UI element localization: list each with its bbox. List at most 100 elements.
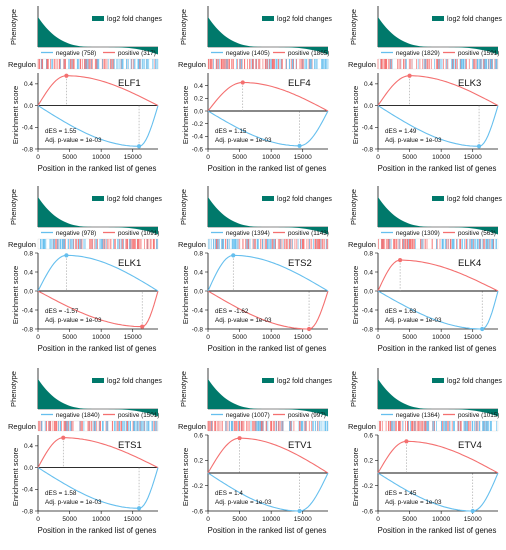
x-axis-label: Position in the ranked list of genes <box>208 164 327 173</box>
x-axis-label: Position in the ranked list of genes <box>208 344 327 353</box>
legend-label: log2 fold changes <box>447 196 502 203</box>
y-tick-label: -0.2 <box>192 121 204 128</box>
phenotype-label: Phenotype <box>349 189 358 225</box>
x-tick-label: 5000 <box>62 334 77 341</box>
pos-legend-text: positive (317) <box>118 50 156 57</box>
negative-curve-peak <box>136 144 142 149</box>
y-tick-label: 0.4 <box>24 81 33 88</box>
regulon-strip <box>37 238 159 250</box>
phenotype-area <box>378 379 498 417</box>
y-tick-label: 0.2 <box>194 458 203 465</box>
regulon-label: Regulon <box>348 240 376 249</box>
regulon-title: ELF4 <box>288 78 311 89</box>
x-tick-label: 15000 <box>124 516 142 523</box>
phenotype-label: Phenotype <box>9 189 18 225</box>
des-text: dES = 1.55 <box>45 128 77 135</box>
regulon-title: ETS2 <box>288 258 312 269</box>
x-tick-label: 0 <box>206 334 210 341</box>
y-tick-label: 0.8 <box>364 250 373 257</box>
x-tick-label: 5000 <box>232 154 247 161</box>
des-text: dES = 1.15 <box>215 128 247 135</box>
adjp-text: Adj. p-value = 1e-03 <box>215 499 272 506</box>
pos-legend-text: positive (563) <box>458 230 496 237</box>
y-tick-label: -0.4 <box>22 487 34 494</box>
negative-curve <box>207 110 329 147</box>
y-tick-label: 0.8 <box>194 250 203 257</box>
regulon-label: Regulon <box>178 240 206 249</box>
x-tick-label: 10000 <box>262 334 280 341</box>
adjp-text: Adj. p-value = 1e-03 <box>215 317 272 324</box>
legend-label: log2 fold changes <box>107 16 162 23</box>
legend-label: log2 fold changes <box>277 16 332 23</box>
enrichment-label: Enrichment score <box>11 86 20 144</box>
y-tick-label: -0.4 <box>362 307 374 314</box>
des-text: dES = 1.49 <box>385 128 417 135</box>
x-tick-label: 0 <box>376 516 380 523</box>
y-tick-label: -0.6 <box>192 146 204 153</box>
regulon-label: Regulon <box>348 60 376 69</box>
pos-legend-text: positive (1143) <box>288 230 329 237</box>
enrichment-label: Enrichment score <box>11 266 20 324</box>
positive-curve <box>37 437 159 469</box>
y-tick-label: -0.8 <box>362 326 374 333</box>
x-tick-label: 10000 <box>432 334 450 341</box>
positive-curve <box>37 75 159 107</box>
legend-label: log2 fold changes <box>277 196 332 203</box>
neg-legend-text: negative (978) <box>56 230 96 237</box>
negative-curve-peak <box>470 508 475 514</box>
legend-swatch <box>262 378 274 383</box>
x-tick-label: 15000 <box>124 154 142 161</box>
y-tick-label: 0.0 <box>194 288 203 295</box>
x-tick-label: 10000 <box>262 154 280 161</box>
x-tick-label: 0 <box>206 516 210 523</box>
y-tick-label: -0.2 <box>192 483 204 490</box>
regulon-title: ELF1 <box>118 78 141 89</box>
phenotype-area <box>208 197 328 235</box>
y-tick-label: 0.8 <box>24 250 33 257</box>
x-tick-label: 15000 <box>464 334 482 341</box>
negative-curve-peak <box>297 143 302 148</box>
panel-ets2: Phenotype log2 fold changes negative (1394… <box>178 186 332 353</box>
y-tick-label: 0.2 <box>364 458 373 465</box>
des-text: dES = 1.58 <box>45 490 77 497</box>
y-tick-label: -0.4 <box>192 134 204 141</box>
des-text: dES = 1.4 <box>215 490 243 497</box>
phenotype-area <box>38 379 158 417</box>
phenotype-label: Phenotype <box>179 9 188 45</box>
y-tick-label: 0.0 <box>364 103 373 110</box>
enrichment-label: Enrichment score <box>351 86 360 144</box>
legend-swatch <box>92 196 104 201</box>
y-tick-label: 0.2 <box>194 96 203 103</box>
legend-swatch <box>92 378 104 383</box>
y-tick-label: 0.4 <box>24 269 33 276</box>
y-tick-label: 0.4 <box>364 269 373 276</box>
adjp-text: Adj. p-value = 1e-03 <box>45 317 102 324</box>
pos-legend-text: positive (1091) <box>118 230 159 237</box>
negative-curve <box>207 472 329 512</box>
regulon-title: ELK1 <box>118 258 141 269</box>
des-text: dES = 1.45 <box>385 490 417 497</box>
panel-etv1: Phenotype log2 fold changes negative (1007… <box>178 368 332 535</box>
adjp-text: Adj. p-value = 1e-03 <box>45 137 102 144</box>
legend-label: log2 fold changes <box>447 16 502 23</box>
x-tick-label: 0 <box>36 154 40 161</box>
x-tick-label: 5000 <box>402 334 417 341</box>
x-axis-label: Position in the ranked list of genes <box>38 164 157 173</box>
phenotype-label: Phenotype <box>9 371 18 407</box>
y-tick-label: -0.8 <box>22 508 34 515</box>
neg-legend-text: negative (1405) <box>226 50 270 57</box>
neg-legend-text: negative (1840) <box>56 412 100 419</box>
panel-elf1: Phenotype log2 fold changes negative (758)… <box>8 6 162 173</box>
y-tick-label: 0.4 <box>194 83 203 90</box>
x-tick-label: 0 <box>376 334 380 341</box>
x-tick-label: 0 <box>376 154 380 161</box>
des-text: dES = 1.63 <box>385 308 417 315</box>
positive-curve-peak <box>61 435 66 440</box>
phenotype-label: Phenotype <box>349 9 358 45</box>
neg-legend-text: negative (758) <box>56 50 96 57</box>
legend-swatch <box>92 16 104 21</box>
phenotype-area <box>208 379 328 417</box>
y-tick-label: -0.8 <box>192 326 204 333</box>
x-axis-label: Position in the ranked list of genes <box>378 344 497 353</box>
negative-curve-peak <box>64 253 69 258</box>
